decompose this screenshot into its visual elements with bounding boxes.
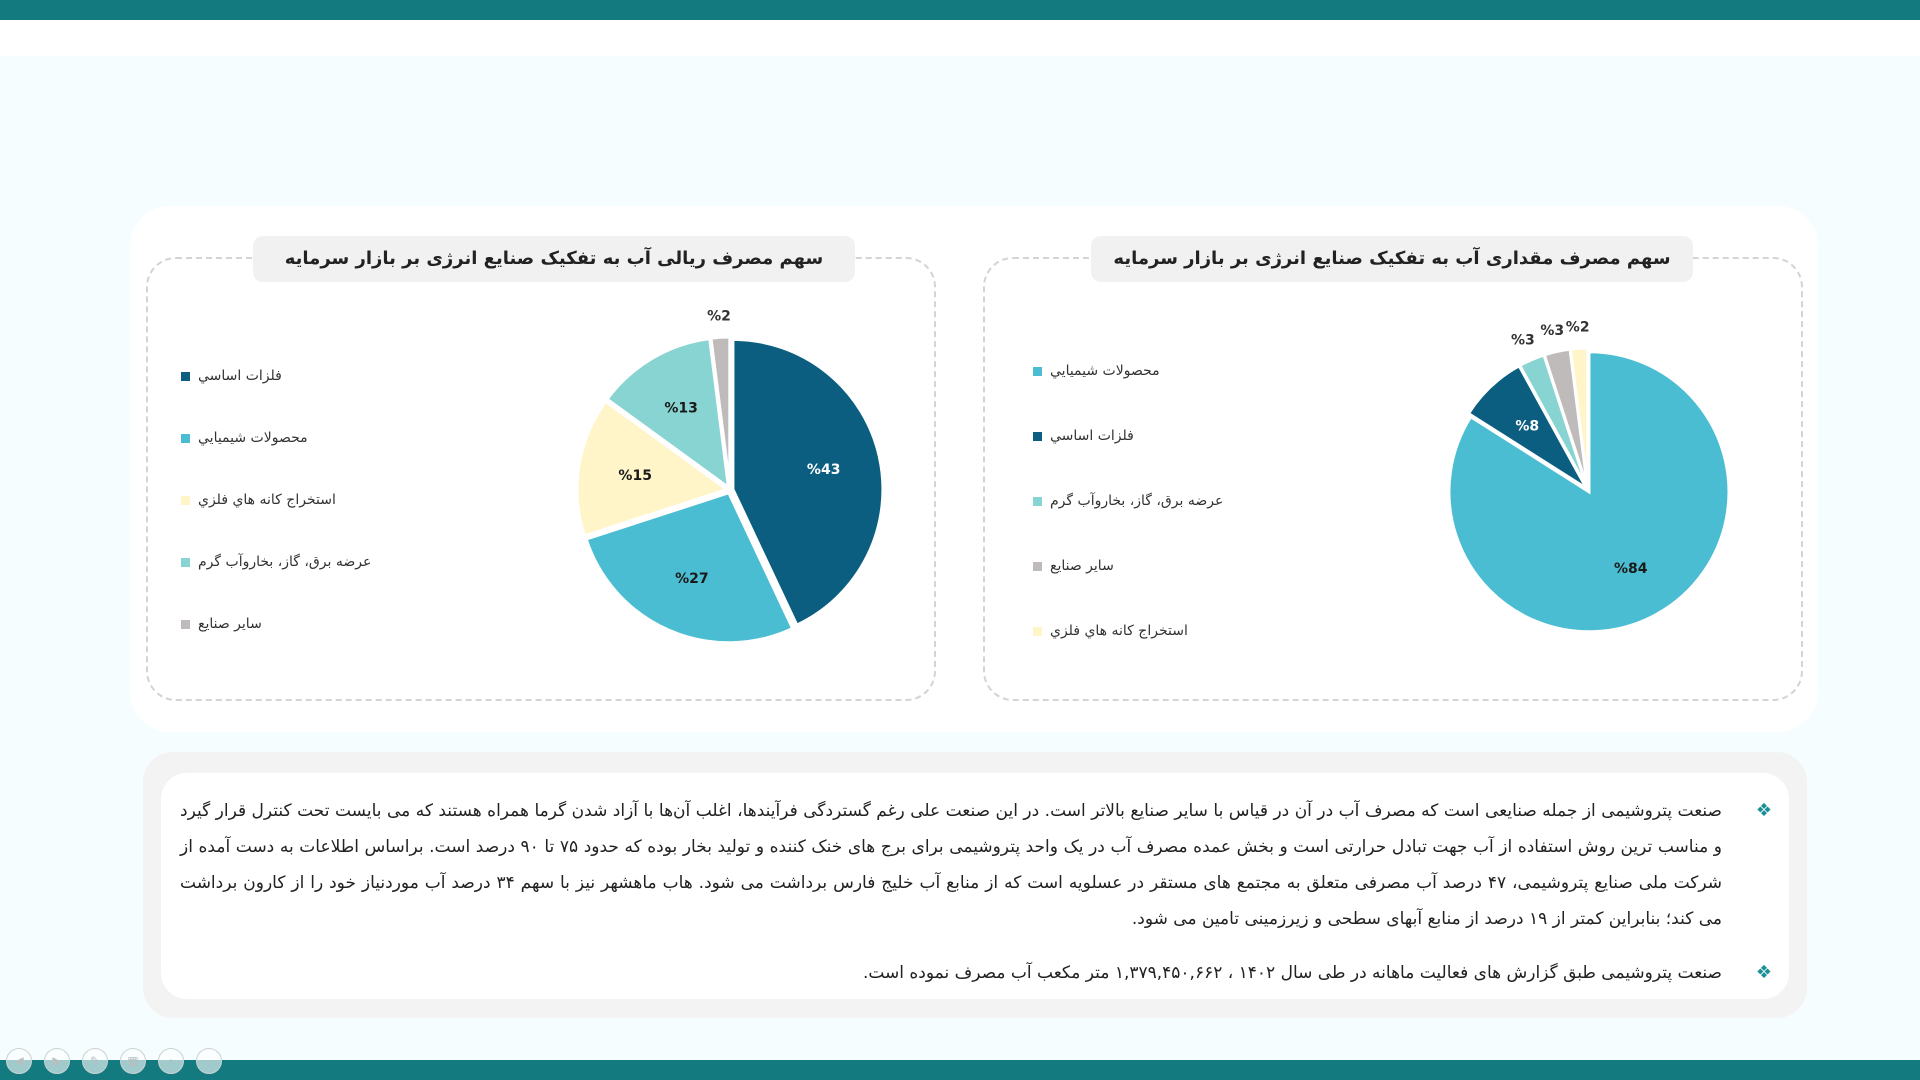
legend-swatch: [1033, 431, 1042, 441]
pie-chart-rial: %43 %27 %15 %13 %2: [575, 308, 885, 645]
chart-title-rial: سهم مصرف ریالی آب به تفکیک صنایع انرژی ب…: [253, 236, 855, 282]
pie-slice-2: [575, 399, 731, 538]
bullet-list: ❖ صنعت پتروشیمی از جمله صنایعی است که مص…: [180, 793, 1772, 1009]
pen-icon[interactable]: ✎: [82, 1048, 108, 1074]
legend-swatch: [1033, 561, 1042, 571]
pie-slice-0: [731, 337, 885, 628]
pie-slice-1: [584, 490, 795, 645]
more-icon[interactable]: ⋯: [196, 1048, 222, 1074]
legend-item: محصولات شيميايي: [1033, 363, 1160, 379]
diamond-bullet-icon: ❖: [1755, 962, 1772, 983]
slice-label-4: %2: [1566, 319, 1590, 335]
paragraph-text: صنعت پتروشیمی طبق گزارش های فعالیت ماهان…: [862, 963, 1722, 983]
legend-label: ساير صنايع: [1050, 558, 1114, 574]
legend-label: استخراج کانه هاي فلزي: [1050, 623, 1188, 639]
legend-label: محصولات شيميايي: [198, 430, 308, 446]
pie-slice-4: [1568, 346, 1590, 489]
slides-icon[interactable]: ▦: [120, 1048, 146, 1074]
slice-label-2: %15: [618, 468, 652, 484]
legend-item: ساير صنايع: [1033, 558, 1114, 574]
legend-swatch: [1033, 366, 1042, 376]
legend-label: فلزات اساسي: [1050, 428, 1134, 444]
top-bar: [0, 0, 1920, 20]
header-band: [0, 20, 1920, 56]
slice-label-2: %3: [1511, 332, 1535, 348]
legend-item: ساير صنايع: [181, 616, 262, 632]
pie-slice-3: [605, 336, 731, 491]
bottom-bar: [0, 1060, 1920, 1080]
pie-slice-0: [1447, 350, 1731, 634]
zoom-icon[interactable]: ⌕: [158, 1048, 184, 1074]
text-panel-inner: [161, 773, 1789, 999]
legend-label: محصولات شيميايي: [1050, 363, 1160, 379]
legend-swatch: [181, 371, 190, 381]
slice-label-1: %27: [675, 571, 709, 587]
slice-label-0: %43: [807, 462, 841, 478]
legend-swatch: [181, 557, 190, 567]
prev-icon[interactable]: ◀: [6, 1048, 32, 1074]
slice-label-0: %84: [1614, 561, 1648, 577]
slideshow-controls: ◀ ▶ ✎ ▦ ⌕ ⋯: [6, 1048, 222, 1074]
legend-item: استخراج کانه هاي فلزي: [181, 492, 336, 508]
legend-swatch: [181, 495, 190, 505]
next-icon[interactable]: ▶: [44, 1048, 70, 1074]
legend-label: فلزات اساسي: [198, 368, 282, 384]
slice-label-3: %3: [1540, 323, 1564, 339]
bullet-paragraph: ❖ صنعت پتروشیمی از جمله صنایعی است که مص…: [180, 793, 1772, 937]
legend-item: عرضه برق، گاز، بخاروآب گرم: [1033, 493, 1223, 509]
legend-item: عرضه برق، گاز، بخاروآب گرم: [181, 554, 371, 570]
legend-item: فلزات اساسي: [1033, 428, 1134, 444]
diamond-bullet-icon: ❖: [1755, 800, 1772, 821]
slice-label-3: %13: [664, 400, 698, 416]
legend-swatch: [181, 433, 190, 443]
paragraph-text: صنعت پتروشیمی از جمله صنایعی است که مصرف…: [180, 801, 1722, 929]
slice-label-4: %2: [707, 308, 731, 324]
legend-swatch: [1033, 626, 1042, 636]
legend-item: فلزات اساسي: [181, 368, 282, 384]
chart-title-volume: سهم مصرف مقداری آب به تفکیک صنایع انرژی …: [1091, 236, 1693, 282]
legend-item: استخراج کانه هاي فلزي: [1033, 623, 1188, 639]
legend-label: عرضه برق، گاز، بخاروآب گرم: [198, 554, 372, 570]
legend-label: ساير صنايع: [198, 616, 262, 632]
legend-label: عرضه برق، گاز، بخاروآب گرم: [1050, 493, 1224, 509]
slice-label-1: %8: [1515, 418, 1539, 434]
legend-item: محصولات شيميايي: [181, 430, 308, 446]
legend-swatch: [181, 619, 190, 629]
pie-chart-volume: %84%8%3%3 %2: [1447, 319, 1731, 634]
legend-label: استخراج کانه هاي فلزي: [198, 492, 336, 508]
pie-slice-4: [709, 335, 732, 488]
legend-swatch: [1033, 496, 1042, 506]
bullet-paragraph: ❖ صنعت پتروشیمی طبق گزارش های فعالیت ماه…: [180, 955, 1772, 991]
